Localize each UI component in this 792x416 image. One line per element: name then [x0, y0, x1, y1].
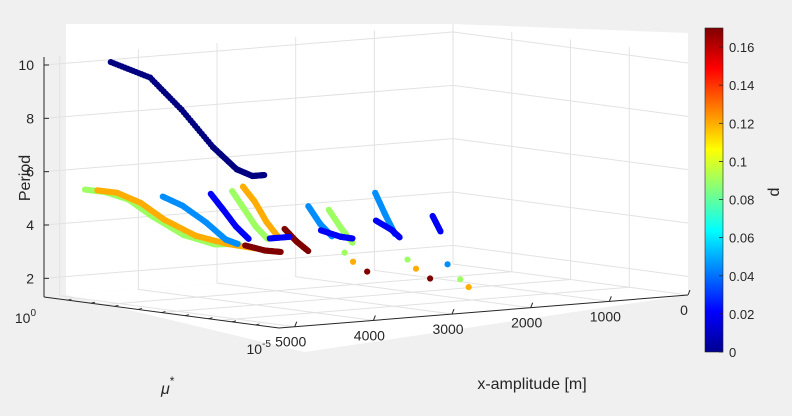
x-tick-label: 5000 — [275, 334, 306, 350]
series-point — [286, 233, 293, 240]
y-minor-tick — [184, 314, 190, 316]
series-point — [245, 235, 252, 242]
y-minor-tick — [114, 304, 119, 307]
y-tick-exp: 0 — [30, 308, 36, 319]
x-tick-label: 3000 — [432, 321, 463, 337]
series-point — [437, 228, 444, 235]
x-tick-mark — [530, 302, 534, 308]
data-marks — [81, 59, 472, 291]
x-gridline-3 — [295, 36, 531, 309]
y-minor-tick — [161, 311, 166, 313]
scatter-point — [444, 261, 451, 268]
y-minor-tick — [208, 317, 213, 320]
scatter-point — [465, 283, 472, 291]
colorbar-tick-label: 0 — [729, 345, 736, 360]
y-gridline-2 — [220, 47, 630, 321]
x-axis-label: x-amplitude [m] — [477, 376, 586, 393]
y-tick-label: 100 — [15, 308, 37, 326]
y-tick-base: 10 — [247, 341, 263, 357]
series-point — [305, 247, 312, 255]
colorbar-tick-label: 0.12 — [729, 116, 754, 131]
colorbar-label: d — [766, 188, 783, 197]
z-tick-label: 2 — [26, 270, 34, 286]
y-tick-base: 10 — [15, 310, 31, 326]
x-gridline-5 — [452, 24, 689, 296]
colorbar — [704, 27, 724, 353]
y-gridline-1 — [161, 39, 571, 313]
x-gridline-2 — [216, 43, 453, 315]
x-gridline-0 — [59, 55, 295, 328]
colorbar-tick-label: 0.16 — [729, 40, 754, 55]
x-tick-label: 2000 — [511, 315, 542, 331]
x-tick-label: 4000 — [354, 327, 385, 343]
y-tick-label: 10-5 — [247, 339, 272, 357]
series-point — [261, 171, 268, 179]
colorbar-tick-label: 0.1 — [729, 154, 747, 169]
z-tick-label: 10 — [18, 57, 34, 73]
colorbar-tick-label: 0.06 — [729, 231, 754, 246]
grid-lines — [43, 24, 689, 328]
scatter-point — [404, 256, 411, 263]
x-tick-mark — [294, 321, 298, 327]
y-tick-exp: -5 — [262, 339, 271, 350]
x-axis-line — [278, 294, 689, 329]
y-minor-tick — [231, 320, 237, 323]
colorbar-tick-label: 0.14 — [729, 78, 754, 93]
colorbar-tick-label: 0.08 — [729, 193, 754, 208]
z-tick-label: 4 — [26, 217, 34, 233]
y-axis-label: μ* — [160, 374, 175, 398]
z-axis-label: Period — [17, 155, 34, 201]
scatter-point — [349, 258, 357, 265]
colorbar-tick-label: 0.02 — [729, 307, 754, 322]
y-minor-tick — [67, 298, 72, 301]
y-minor-tick — [90, 301, 96, 304]
x-tick-mark — [608, 296, 612, 302]
scatter-point — [341, 249, 348, 256]
y-gridline-0 — [102, 31, 513, 306]
scatter-point — [364, 268, 371, 275]
y-axis-label-base: μ — [160, 381, 170, 398]
scatter-point — [457, 276, 464, 283]
colorbar-ticks: 0 0.02 0.04 0.06 0.08 0.1 0.12 0.14 0.16 — [719, 40, 754, 360]
x-tick-mark — [451, 308, 455, 315]
colorbar-tick-label: 0.04 — [729, 269, 754, 284]
series-point — [277, 248, 284, 256]
x-tick-label: 1000 — [590, 308, 621, 324]
z-tick-label: 6 — [26, 164, 34, 180]
x-tick-mark — [687, 289, 691, 296]
y-minor-tick — [137, 308, 143, 310]
series-point — [349, 235, 356, 242]
x-gridline-4 — [373, 30, 610, 302]
z-tick-label: 8 — [26, 110, 34, 126]
y-axis-label-sup: * — [170, 374, 175, 388]
x-tick-label: 0 — [680, 302, 688, 318]
x-gridline-1 — [137, 49, 374, 321]
scatter-point — [427, 275, 434, 282]
y-minor-tick — [255, 323, 260, 326]
scatter-point — [412, 265, 420, 272]
series-point — [234, 240, 241, 248]
x-tick-mark — [372, 315, 376, 321]
series-point — [396, 234, 403, 241]
